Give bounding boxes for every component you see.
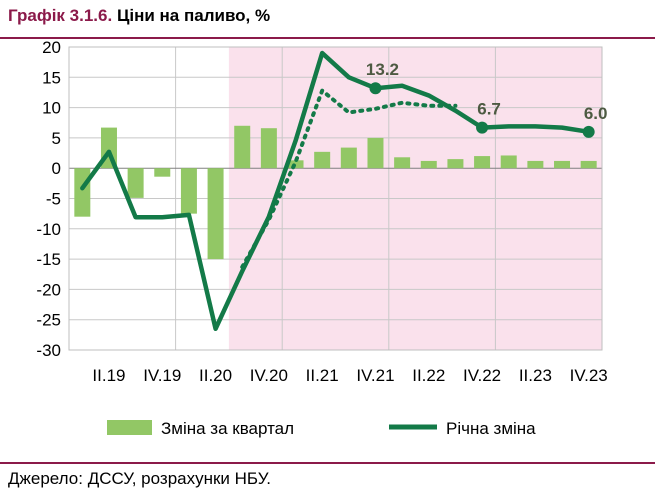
bar [154, 168, 171, 177]
top-divider [0, 37, 655, 39]
bar [74, 168, 91, 217]
legend-label-bar: Зміна за квартал [161, 419, 294, 438]
annotated-point [369, 82, 382, 95]
chart-number: Графік 3.1.6. [8, 6, 113, 25]
y-tick-label: 20 [42, 38, 61, 57]
x-tick-label: IV.20 [250, 366, 288, 385]
bar [554, 160, 571, 169]
y-tick-label: 5 [52, 129, 61, 148]
legend-swatch-bar [107, 420, 152, 435]
bar [527, 160, 544, 169]
y-tick-label: -10 [36, 220, 61, 239]
x-tick-label: IV.19 [143, 366, 181, 385]
fuel-price-chart: 13.2 6.7 6.0 20 15 10 5 0 -5 -10 -15 -20 -25 -30 II.… [36, 38, 608, 438]
y-tick-label: -5 [46, 190, 61, 209]
bar [500, 155, 517, 169]
data-label: 6.0 [584, 104, 608, 123]
x-tick-label: IV.21 [356, 366, 394, 385]
bottom-divider [0, 462, 655, 464]
y-tick-label: 15 [42, 68, 61, 87]
x-tick-label: II.19 [92, 366, 125, 385]
bar [367, 137, 384, 169]
y-tick-label: -15 [36, 250, 61, 269]
bar [340, 147, 357, 169]
y-tick-label: -30 [36, 341, 61, 360]
x-tick-label: II.21 [306, 366, 339, 385]
bar [314, 151, 331, 169]
bar [394, 157, 411, 169]
bar [580, 160, 597, 169]
y-tick-label: -20 [36, 280, 61, 299]
annotated-point [476, 121, 489, 134]
bar [260, 128, 277, 169]
data-label: 6.7 [477, 100, 501, 119]
bar [474, 156, 491, 169]
x-tick-label: IV.22 [463, 366, 501, 385]
x-tick-label: IV.23 [570, 366, 608, 385]
y-tick-label: -25 [36, 311, 61, 330]
bar [447, 159, 464, 169]
bar [180, 168, 197, 214]
series-line-dotted [240, 87, 458, 269]
x-tick-label: II.22 [412, 366, 445, 385]
bar [234, 125, 251, 169]
y-tick-label: 0 [52, 159, 61, 178]
chart-title: Графік 3.1.6. Ціни на паливо, % [8, 6, 270, 26]
y-tick-label: 10 [42, 99, 61, 118]
legend-label-line: Річна зміна [446, 419, 536, 438]
series-line-annual [80, 50, 591, 332]
annotated-point [582, 125, 595, 138]
plot-border [68, 46, 603, 351]
bar [420, 160, 437, 169]
x-tick-label: II.20 [199, 366, 232, 385]
chart-title-text: Ціни на паливо, % [116, 6, 271, 25]
x-tick-label: II.23 [519, 366, 552, 385]
bar [127, 168, 144, 198]
source-note: Джерело: ДССУ, розрахунки НБУ. [8, 469, 271, 488]
data-label: 13.2 [366, 60, 399, 79]
bar [207, 168, 224, 260]
